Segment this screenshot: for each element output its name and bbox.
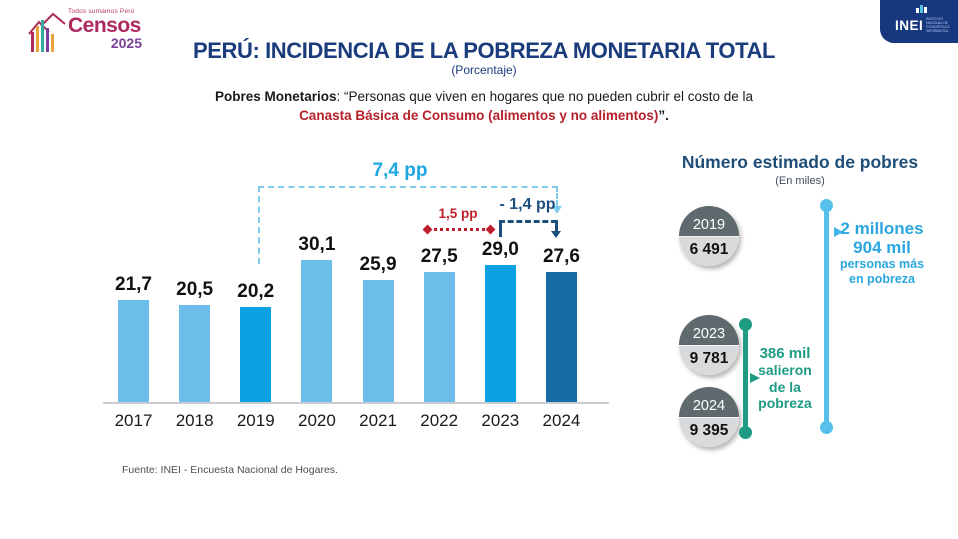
definition-body: : “Personas que viven en hogares que no …: [336, 89, 754, 104]
bar-value-label-2018: 20,5: [176, 279, 214, 300]
x-axis-label-2017: 2017: [114, 411, 153, 430]
blue-timeline-line: [824, 203, 829, 430]
teal-line-bottom-dot-icon: [739, 426, 752, 439]
bar-value-label-2020: 30,1: [298, 234, 336, 255]
page-subtitle: (Porcentaje): [451, 63, 517, 77]
right-panel-subtitle: (En miles): [775, 175, 825, 187]
x-axis-label-2023: 2023: [481, 411, 520, 430]
bracket-7-4pp-left: [258, 186, 260, 264]
badge-value: 9 781: [679, 345, 739, 375]
callout-teal-line2: salieron: [758, 362, 812, 378]
bar-2021: [362, 280, 394, 402]
dotted-1-5pp-line: [427, 228, 491, 231]
bar-2022: [423, 272, 455, 402]
bracket-1-4pp-horizontal: [499, 220, 557, 223]
blue-line-top-dot-icon: [820, 199, 833, 212]
source-note: Fuente: INEI - Encuesta Nacional de Hoga…: [122, 464, 338, 476]
blue-line-bottom-dot-icon: [820, 421, 833, 434]
annotation-7-4pp-label: 7,4 pp: [372, 160, 428, 181]
bracket-1-4pp-down-arrow-icon: [551, 231, 561, 238]
annotation-1-5pp-label: 1,5 pp: [438, 206, 478, 221]
x-axis-label-2020: 2020: [297, 411, 336, 430]
censos-year: 2025: [110, 35, 142, 51]
inei-org-text: INSTITUTO NACIONAL DE ESTADÍSTICA E INFO…: [926, 17, 950, 33]
bracket-1-4pp-right: [555, 220, 558, 232]
right-panel-title: Número estimado de pobres: [681, 152, 919, 172]
x-axis-line: [103, 402, 609, 404]
annotation-minus-1-4pp-label: - 1,4 pp: [499, 196, 556, 213]
bar-chart: 21,7 2017 20,5 2018 20,2 2019 30,1 2020 25,9 2021…: [95, 150, 615, 435]
badge-year-label: 2024: [679, 387, 739, 417]
inei-figure-icon: [916, 5, 927, 13]
censos-name: Censos: [68, 14, 141, 37]
bar-value-label-2019: 20,2: [237, 281, 275, 302]
x-axis-label-2018: 2018: [175, 411, 214, 430]
inei-logo: INEI INSTITUTO NACIONAL DE ESTADÍSTICA E…: [880, 0, 958, 43]
callout-blue-line4: en pobreza: [849, 272, 915, 286]
bracket-7-4pp-horizontal: [258, 186, 558, 188]
callout-left-poverty: 386 mil salieron de la pobreza: [748, 345, 822, 412]
definition-term: Pobres Monetarios: [214, 89, 337, 104]
page-title: PERÚ: INCIDENCIA DE LA POBREZA MONETARIA…: [192, 38, 776, 63]
badge-value: 6 491: [679, 236, 739, 266]
callout-more-poverty: 2 millones 904 mil personas más en pobre…: [834, 219, 930, 287]
bracket-1-4pp-left-tick: [499, 220, 502, 237]
badge-value: 9 395: [679, 417, 739, 447]
censos-buildings-icon: [28, 12, 66, 52]
bracket-7-4pp-down-arrow-icon: [552, 206, 562, 214]
bar-2023: [484, 265, 516, 402]
callout-teal-line1: 386 mil: [759, 345, 811, 362]
x-axis-label-2022: 2022: [420, 411, 459, 430]
definition-suffix: ”.: [658, 108, 669, 123]
bar-value-label-2021: 25,9: [359, 254, 397, 275]
teal-line-top-dot-icon: [739, 318, 752, 331]
censos-tagline: Todos sumamos Perú: [68, 8, 135, 15]
bar-value-label-2017: 21,7: [115, 274, 152, 295]
callout-blue-line3: personas más: [839, 257, 925, 271]
inei-name: INEI: [895, 17, 924, 33]
definition-text: Pobres Monetarios: “Personas que viven e…: [159, 87, 809, 125]
bar-value-label-2023: 29,0: [481, 239, 519, 260]
x-axis-label-2024: 2024: [542, 411, 581, 430]
bracket-7-4pp-right: [556, 186, 558, 206]
teal-callout-arrow-icon: [750, 373, 760, 383]
bar-2017: [118, 300, 149, 402]
bar-2024: [545, 272, 577, 402]
badge-2019: 2019 6 491: [679, 206, 739, 266]
bar-2019: [240, 307, 272, 402]
censos-2025-logo: Todos sumamos Perú Censos 2025: [28, 6, 158, 62]
bar-value-label-2022: 27,5: [420, 246, 458, 267]
callout-teal-line4: pobreza: [758, 395, 812, 411]
teal-bracket-line: [743, 322, 748, 435]
badge-2024: 2024 9 395: [679, 387, 739, 447]
badge-year-label: 2023: [679, 315, 739, 345]
bar-2020: [301, 260, 333, 402]
callout-blue-line1: 2 millones: [840, 219, 924, 238]
x-axis-label-2021: 2021: [359, 411, 397, 430]
badge-2023: 2023 9 781: [679, 315, 739, 375]
blue-callout-arrow-icon: [834, 227, 843, 237]
x-axis-label-2019: 2019: [236, 411, 275, 430]
bar-value-label-2024: 27,6: [542, 246, 580, 267]
callout-teal-line3: de la: [769, 378, 801, 395]
bar-2018: [179, 305, 211, 402]
badge-year-label: 2019: [679, 206, 739, 236]
definition-highlight: Canasta Básica de Consumo (alimentos y n…: [299, 108, 659, 123]
callout-blue-line2: 904 mil: [853, 238, 911, 257]
